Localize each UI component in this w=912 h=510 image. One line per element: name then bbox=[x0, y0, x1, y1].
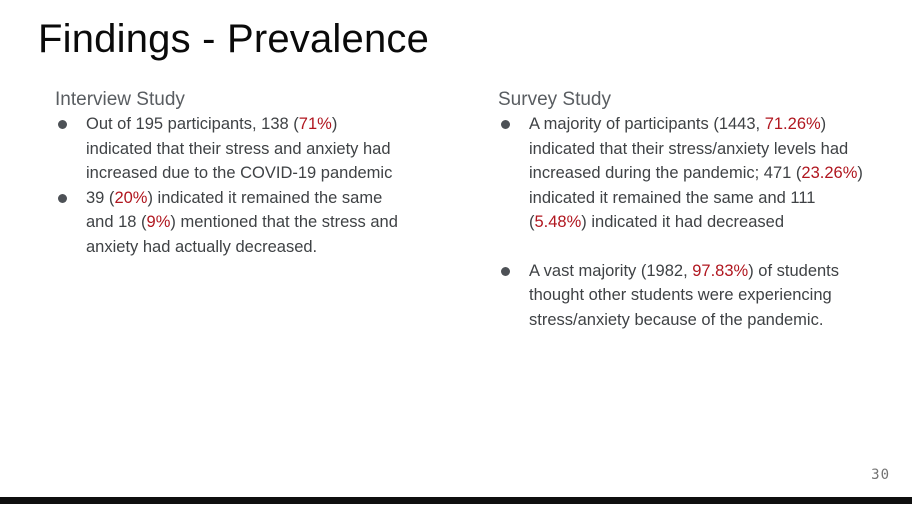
bullet-text-segment: Out of 195 participants, 138 ( bbox=[86, 115, 299, 133]
bullet-text-segment: A majority of participants (1443, bbox=[529, 115, 765, 133]
bullet-dot-cell bbox=[54, 186, 86, 203]
interview-study-column: Interview Study Out of 195 participants,… bbox=[54, 88, 400, 259]
bullet-text: A majority of participants (1443, 71.26%… bbox=[529, 112, 873, 235]
interview-study-heading: Interview Study bbox=[55, 89, 185, 110]
bullet-text-segment: ) indicated that their stress/anxiety le… bbox=[529, 115, 849, 182]
bullet-item: 39 (20%) indicated it remained the same … bbox=[54, 186, 400, 260]
highlighted-stat: 9% bbox=[146, 213, 171, 231]
bullet-dot-icon bbox=[501, 266, 510, 276]
page-number: 30 bbox=[871, 467, 890, 483]
bullet-text-segment: 39 ( bbox=[86, 188, 115, 207]
bullet-text-segment: A vast majority (1982, bbox=[529, 261, 693, 280]
bullet-dot-icon bbox=[501, 120, 510, 129]
highlighted-stat: 23.26% bbox=[801, 164, 858, 182]
bullet-item: A vast majority (1982, 97.83%) of studen… bbox=[497, 259, 875, 333]
survey-study-heading: Survey Study bbox=[498, 89, 611, 110]
survey-study-column: Survey Study A majority of participants … bbox=[497, 88, 875, 332]
bullet-dot-icon bbox=[58, 193, 67, 203]
bullet-dot-cell bbox=[497, 112, 529, 129]
bullet-text: 39 (20%) indicated it remained the same … bbox=[86, 186, 398, 260]
bullet-text-segment: ) indicated it remained the same and 111… bbox=[529, 164, 863, 231]
bullet-text-segment: ) indicated that their stress and anxiet… bbox=[86, 115, 393, 182]
bullet-text: Out of 195 participants, 138 (71%) indic… bbox=[86, 112, 398, 186]
bullet-dot-cell bbox=[497, 259, 529, 276]
bullet-dot-cell bbox=[54, 112, 86, 129]
highlighted-stat: 5.48% bbox=[534, 213, 582, 231]
bullet-text-segment: ) indicated it remained the same and 18 … bbox=[86, 188, 383, 232]
bullet-item: A majority of participants (1443, 71.26%… bbox=[497, 112, 875, 235]
bullet-text-segment: ) mentioned that the stress and anxiety … bbox=[86, 213, 398, 256]
bullet-text-segment: ) of students thought other students wer… bbox=[529, 261, 840, 329]
slide-title: Findings - Prevalence bbox=[38, 17, 430, 61]
highlighted-stat: 71.26% bbox=[764, 115, 821, 133]
bullet-item: Out of 195 participants, 138 (71%) indic… bbox=[54, 112, 400, 186]
footer-bar bbox=[0, 497, 912, 504]
bullet-text: A vast majority (1982, 97.83%) of studen… bbox=[529, 259, 873, 333]
bullet-text-segment: ) indicated it had decreased bbox=[581, 213, 785, 231]
highlighted-stat: 71% bbox=[298, 115, 332, 133]
bullet-dot-icon bbox=[58, 120, 67, 129]
highlighted-stat: 20% bbox=[114, 188, 148, 207]
highlighted-stat: 97.83% bbox=[692, 261, 749, 280]
